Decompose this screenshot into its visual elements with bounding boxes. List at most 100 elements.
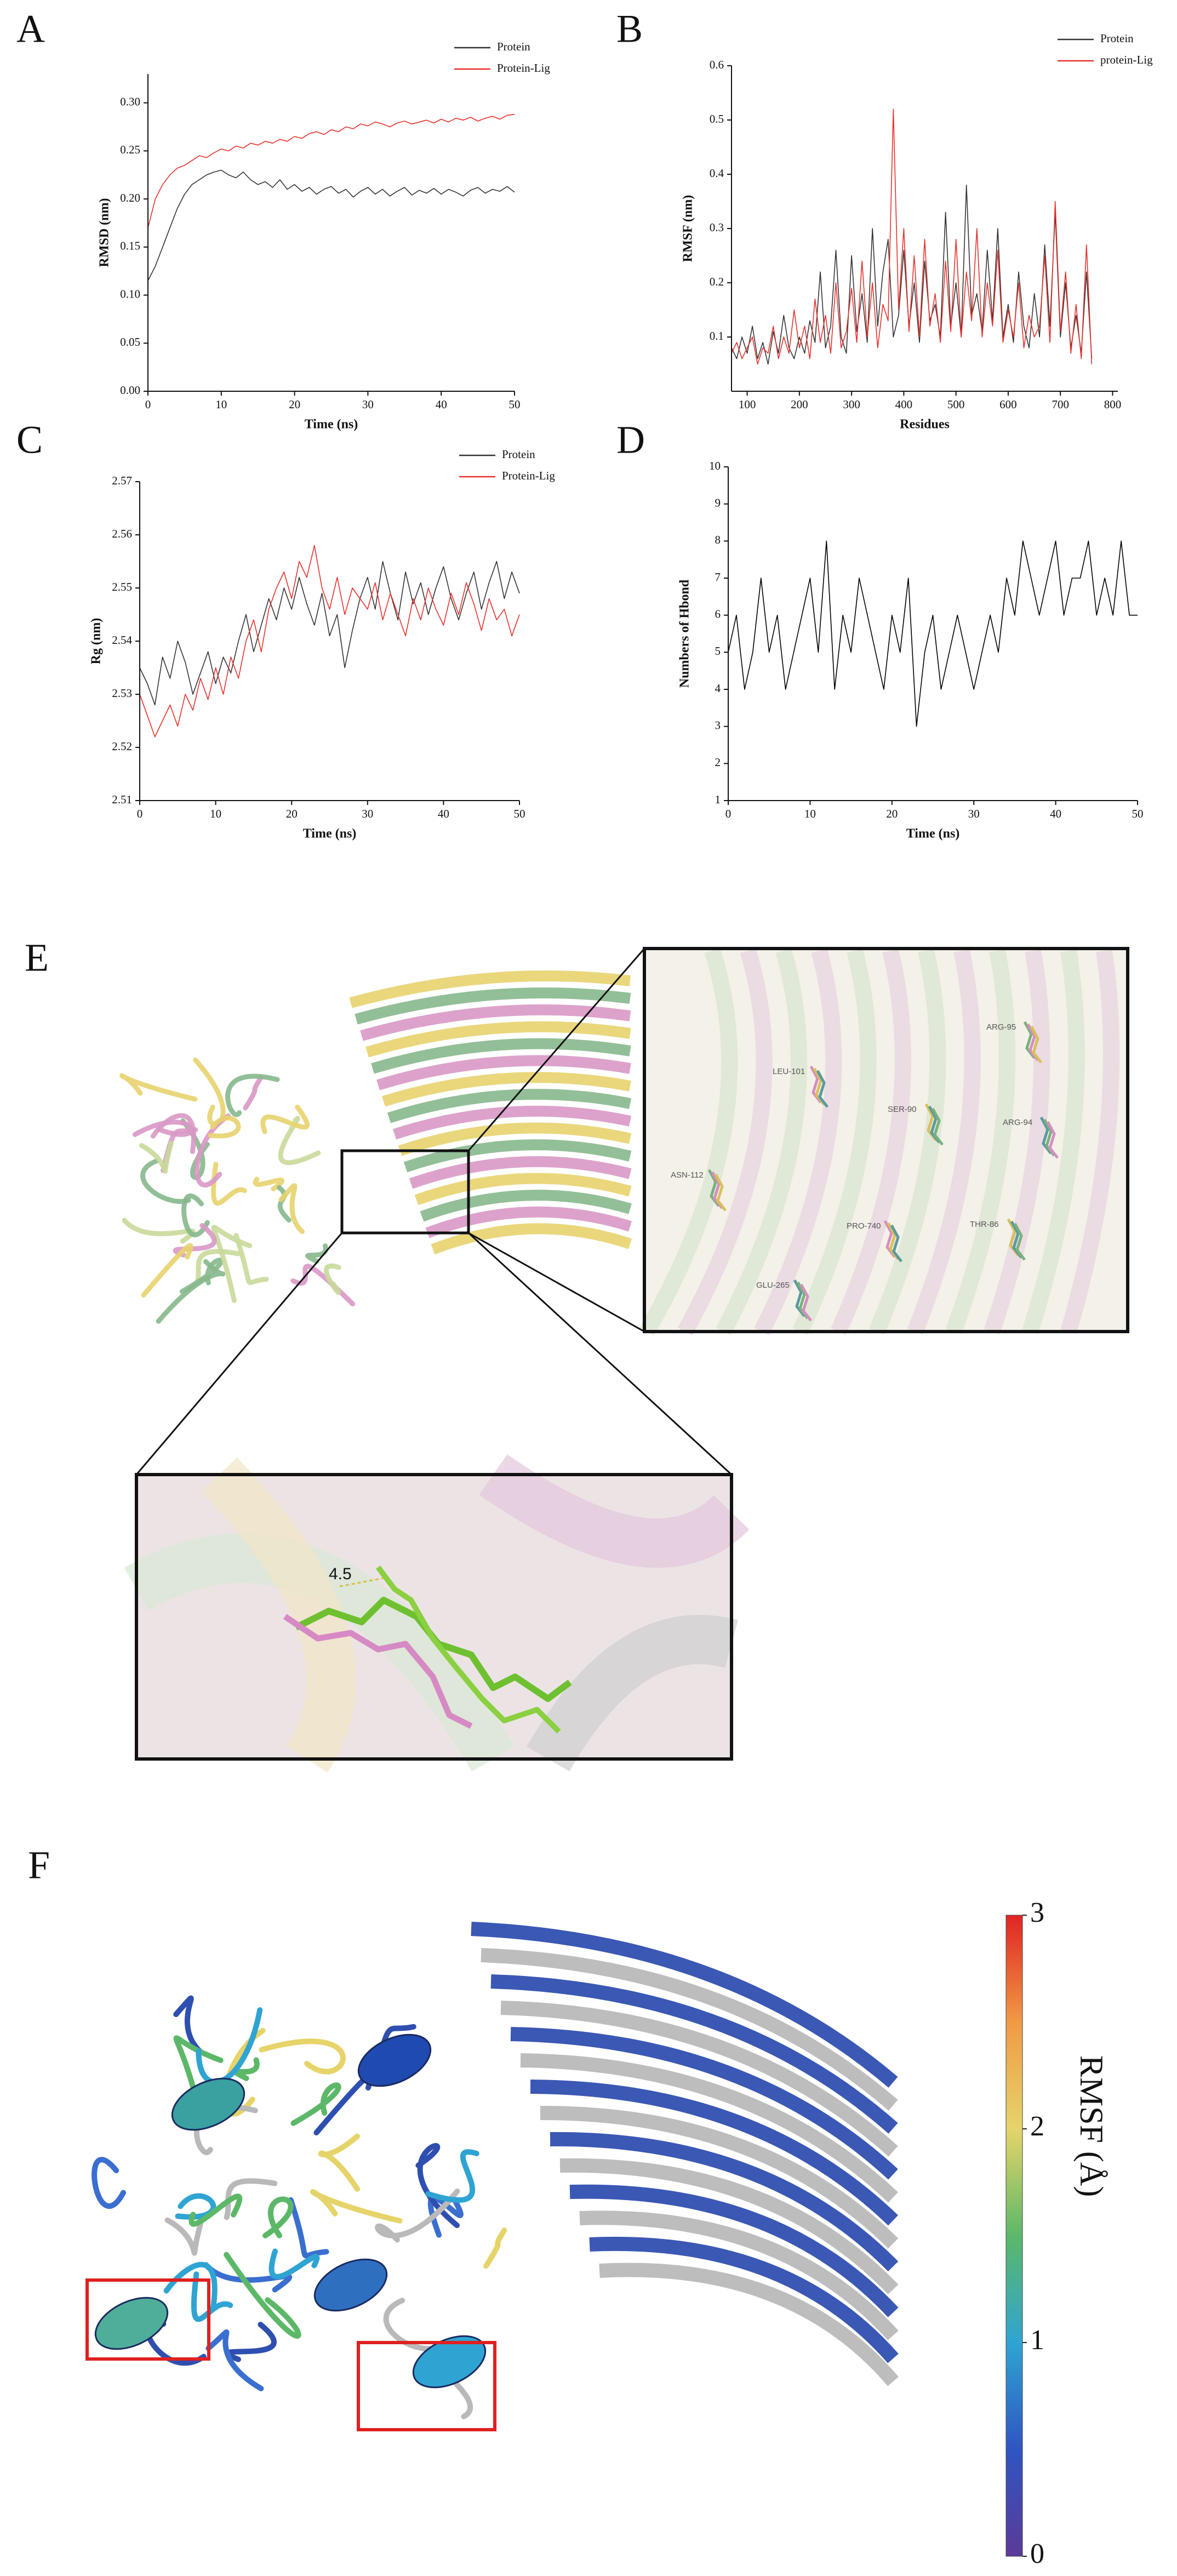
beta-strand bbox=[530, 2080, 899, 2226]
beta-strand bbox=[589, 2236, 899, 2363]
legend-label: Protein-Lig bbox=[502, 469, 555, 482]
residue-stick bbox=[1013, 1223, 1026, 1261]
hbond bbox=[339, 1577, 384, 1587]
beta-strand bbox=[471, 1922, 898, 2088]
panel-letter: B bbox=[616, 7, 643, 51]
y-tick-label: 2.53 bbox=[112, 687, 132, 700]
y-tick-label: 2.57 bbox=[112, 474, 132, 487]
protein-loop bbox=[278, 1183, 305, 1235]
x-tick-label: 20 bbox=[286, 807, 298, 820]
beta-strand bbox=[398, 1122, 632, 1156]
beta-strand bbox=[387, 1089, 631, 1123]
zoom-box-frame bbox=[135, 1473, 733, 1761]
legend-label: Protein-Lig bbox=[497, 61, 550, 75]
protein-loop bbox=[141, 1243, 193, 1298]
beta-strand bbox=[481, 1948, 898, 2111]
y-tick-label: 0.6 bbox=[710, 58, 724, 71]
x-axis-label: Time (ns) bbox=[305, 418, 358, 432]
y-axis-label: Rg (nm) bbox=[89, 618, 104, 665]
beta-strand bbox=[500, 2001, 898, 2157]
faint-strand bbox=[639, 948, 738, 1336]
faint-strand bbox=[677, 948, 773, 1336]
y-tick-label: 0.30 bbox=[120, 95, 140, 108]
y-axis-label: RMSF (nm) bbox=[681, 195, 695, 262]
protein-loop bbox=[225, 1073, 280, 1117]
x-tick-label: 10 bbox=[804, 807, 816, 820]
x-tick-label: 0 bbox=[137, 807, 143, 820]
beta-strand bbox=[382, 1072, 631, 1107]
panel-letter: F bbox=[28, 1843, 50, 1887]
x-tick-label: 50 bbox=[1132, 807, 1144, 820]
beta-strand bbox=[431, 1223, 632, 1255]
y-tick-label: 0.4 bbox=[710, 167, 724, 180]
protein-loop bbox=[140, 1158, 191, 1204]
protein-loop bbox=[92, 2157, 127, 2209]
y-tick-label: 2.55 bbox=[112, 580, 132, 593]
beta-strand bbox=[569, 2184, 899, 2317]
protein-loop bbox=[173, 1995, 204, 2055]
y-tick-label: 6 bbox=[715, 607, 721, 620]
protein-loop bbox=[119, 1073, 198, 1102]
colorbar bbox=[1005, 1915, 1023, 2557]
x-tick-label: 40 bbox=[1050, 807, 1061, 820]
protein-loop bbox=[425, 2149, 479, 2203]
beta-strand bbox=[403, 1139, 632, 1173]
faint-strand bbox=[716, 948, 807, 1335]
faint-strand bbox=[831, 949, 911, 1335]
y-tick-label: 2.54 bbox=[112, 633, 132, 647]
panel-letter: C bbox=[16, 418, 43, 462]
x-tick-label: 50 bbox=[509, 398, 521, 411]
y-tick-label: 2.56 bbox=[112, 527, 132, 540]
x-tick-label: 40 bbox=[436, 398, 447, 411]
x-tick-label: 100 bbox=[739, 398, 756, 411]
protein-loop bbox=[268, 2248, 320, 2280]
colorbar-tick-label: 1 bbox=[1030, 2324, 1044, 2356]
beta-strand bbox=[355, 987, 631, 1025]
protein-loop bbox=[179, 1258, 224, 1294]
residue-label: SER-90 bbox=[888, 1105, 917, 1114]
y-tick-label: 2.52 bbox=[112, 740, 132, 753]
x-tick-label: 0 bbox=[145, 398, 151, 411]
beta-strand bbox=[490, 1974, 898, 2134]
x-tick-label: 30 bbox=[968, 807, 980, 820]
distance-label: 4.5 bbox=[329, 1565, 352, 1583]
beta-strand bbox=[579, 2211, 899, 2340]
y-tick-label: 10 bbox=[709, 459, 721, 472]
protein-loop bbox=[262, 2196, 294, 2238]
residue-label: ARG-95 bbox=[986, 1023, 1016, 1032]
protein-loop bbox=[483, 2227, 507, 2269]
x-tick-label: 20 bbox=[289, 398, 300, 411]
faint-strand bbox=[201, 1457, 356, 1773]
y-tick-label: 0.00 bbox=[120, 384, 140, 397]
y-tick-label: 0.15 bbox=[120, 239, 140, 253]
beta-strand bbox=[409, 1156, 632, 1189]
protein-loop bbox=[181, 1193, 210, 1237]
protein-loop bbox=[259, 2038, 346, 2075]
protein-loop bbox=[208, 1115, 241, 1139]
colorbar-tick-label: 0 bbox=[1030, 2538, 1044, 2569]
faint-strand bbox=[907, 949, 981, 1335]
helix bbox=[171, 2077, 245, 2131]
data-line bbox=[139, 561, 520, 706]
protein-loop bbox=[224, 2252, 301, 2339]
legend-label: Protein bbox=[1100, 32, 1134, 45]
y-axis-label: Numbers of Hbond bbox=[678, 579, 692, 688]
protein-loop bbox=[164, 2214, 205, 2256]
x-axis-label: Time (ns) bbox=[906, 827, 960, 841]
faint-strand bbox=[1060, 949, 1120, 1334]
data-line bbox=[728, 540, 1138, 727]
ligand bbox=[283, 1614, 473, 1729]
beta-strand bbox=[420, 1190, 632, 1222]
x-tick-label: 30 bbox=[362, 398, 374, 411]
residue-stick bbox=[799, 1283, 812, 1322]
beta-strand bbox=[425, 1206, 632, 1238]
protein-loop bbox=[233, 1232, 269, 1286]
protein-loop bbox=[211, 1225, 253, 1303]
beta-strand bbox=[376, 1055, 631, 1090]
data-line bbox=[147, 113, 515, 228]
highlight-box bbox=[85, 2278, 210, 2361]
x-tick-label: 700 bbox=[1052, 398, 1069, 411]
y-axis-label: RMSD (nm) bbox=[98, 198, 112, 267]
beta-strand bbox=[520, 2053, 898, 2203]
